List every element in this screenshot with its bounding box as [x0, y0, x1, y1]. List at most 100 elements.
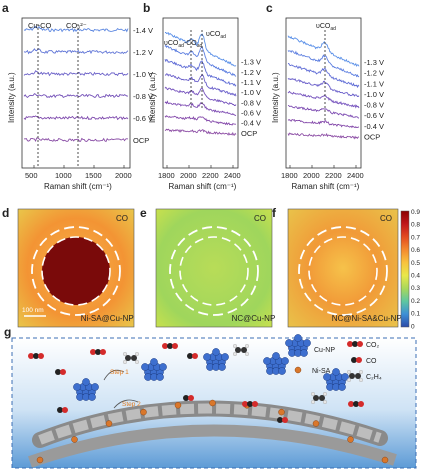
hydrogen-atom — [323, 392, 327, 396]
oxygen-atom — [357, 341, 363, 347]
hydrogen-atom — [359, 378, 363, 382]
trace-label: -1.1 V — [364, 79, 384, 88]
spectrum-trace — [165, 32, 237, 67]
hydrogen-atom — [245, 344, 249, 348]
marker-label-co3: CO₃²⁻ — [66, 21, 87, 30]
cu-atom — [323, 373, 331, 381]
cu-atom — [294, 334, 302, 342]
hydrogen-atom — [311, 400, 315, 404]
schematic-legend: Cu-NP CO₂ Ni-SA CO C₂H₄ — [285, 334, 382, 382]
colorbar-tick-label: 0.9 — [411, 209, 420, 216]
oxygen-atom — [100, 349, 106, 355]
c2h4-molecule — [123, 352, 139, 364]
oxygen-atom — [28, 353, 34, 359]
spectrum-trace — [23, 48, 129, 55]
x-tick-label: 2400 — [224, 171, 241, 180]
cu-atom — [300, 349, 308, 357]
carbon-atom — [319, 395, 325, 401]
hydrogen-atom — [233, 344, 237, 348]
x-tick-label: 2200 — [325, 171, 342, 180]
trace-label: -0.4 V — [241, 119, 261, 128]
spectrum-trace — [23, 137, 129, 143]
carbon-atom — [57, 407, 63, 413]
ni-single-atom — [174, 402, 182, 409]
x-tick-label: 2200 — [202, 171, 219, 180]
ni-single-atom — [347, 436, 354, 443]
oxygen-atom — [62, 407, 68, 413]
step-2-arrow — [113, 399, 139, 409]
hydrogen-atom — [347, 378, 351, 382]
spectrum-trace — [287, 104, 360, 119]
cu-atom — [332, 368, 340, 376]
spectrum-trace — [164, 58, 237, 87]
legend-label-co: CO — [366, 358, 377, 365]
spectrum-trace — [287, 90, 360, 109]
x-tick-label: 2400 — [347, 171, 364, 180]
cu-atom — [91, 383, 99, 391]
spectrum-trace — [23, 70, 129, 77]
spectrum-trace — [287, 50, 360, 78]
trace-label: -1.0 V — [241, 88, 261, 97]
oxygen-atom — [356, 357, 362, 363]
oxygen-atom — [242, 401, 248, 407]
carbon-atom — [247, 401, 253, 407]
hydrogen-atom — [233, 352, 237, 356]
step-1-label: Step 1 — [110, 369, 129, 376]
trace-label: OCP — [133, 136, 149, 145]
trace-label: -1.1 V — [241, 78, 261, 87]
x-axis-label: Raman shift (cm⁻¹) — [292, 182, 360, 191]
colorbar-tick-label: 0.6 — [411, 247, 420, 254]
hydrogen-atom — [347, 370, 351, 374]
co-molecule — [277, 417, 288, 423]
scale-bar-label: 100 nm — [22, 307, 44, 314]
colorbar: 0.9 0.8 0.7 0.6 0.5 0.4 0.3 0.2 0.1 0 — [400, 209, 420, 330]
legend-label-cu-np: Cu-NP — [314, 347, 335, 354]
cu-atom — [278, 367, 286, 375]
co2-molecule — [162, 343, 178, 349]
outer-dashed-ring — [298, 226, 388, 316]
spectrum-trace — [164, 128, 237, 136]
panel-letter: e — [140, 206, 147, 220]
carbon-support-lower — [28, 424, 397, 468]
cu-atom — [338, 383, 346, 391]
panel-letter: d — [2, 206, 9, 220]
trace-label: -1.0 V — [364, 90, 384, 99]
x-tick-label: 1800 — [158, 171, 175, 180]
carbon-atom — [125, 355, 131, 361]
cu-atom — [150, 358, 158, 366]
cu-atom — [156, 373, 164, 381]
c2h4-molecule — [347, 370, 363, 382]
oxygen-atom — [162, 343, 168, 349]
inner-dashed-ring — [179, 236, 249, 306]
oxygen-atom — [172, 343, 178, 349]
species-tag: CO — [380, 214, 392, 223]
cu-nanoparticle — [73, 378, 99, 401]
cu-atom — [285, 339, 293, 347]
cu-atom — [218, 363, 226, 371]
panel-letter: b — [143, 1, 150, 15]
colorbar-scale — [400, 210, 410, 328]
colorbar-tick-label: 0.1 — [411, 311, 420, 318]
x-tick-label: 1500 — [85, 171, 102, 180]
co2-molecule — [347, 341, 363, 347]
cu-atom — [159, 363, 167, 371]
spectrum-trace — [23, 25, 129, 33]
marker-label-co: υCOad — [206, 31, 226, 40]
particle-core — [42, 237, 110, 305]
carbon-atom — [167, 343, 173, 349]
cu-nanoparticle — [285, 334, 311, 357]
oxygen-atom — [60, 369, 66, 375]
panel-d: d CO Ni-SA@Cu-NP 100 nm — [2, 206, 135, 328]
y-axis-label: Intensity (a.u.) — [148, 72, 157, 123]
cu-atom — [341, 373, 349, 381]
oxygen-atom — [188, 395, 194, 401]
ni-single-atom — [36, 456, 44, 464]
oxygen-atom — [348, 401, 354, 407]
x-tick-label: 1800 — [281, 171, 298, 180]
colorbar-tick-label: 0.7 — [411, 234, 420, 241]
carbon-support-texture — [38, 403, 382, 445]
co2-molecule — [28, 353, 44, 359]
marker-label-co-co: υCOad-COad — [164, 40, 203, 49]
cu-nanoparticle — [263, 352, 289, 375]
panel-letter: f — [272, 206, 277, 220]
